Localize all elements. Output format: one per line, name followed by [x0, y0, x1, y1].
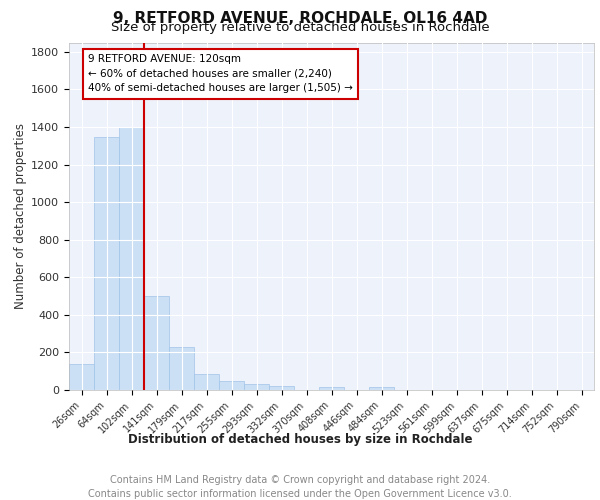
Bar [144, 296, 169, 390]
Bar [119, 127, 144, 390]
Bar [194, 374, 219, 390]
Bar [319, 387, 344, 390]
Bar [69, 364, 94, 390]
Text: 9, RETFORD AVENUE, ROCHDALE, OL16 4AD: 9, RETFORD AVENUE, ROCHDALE, OL16 4AD [113, 11, 487, 26]
Bar [94, 138, 119, 390]
Text: Contains HM Land Registry data © Crown copyright and database right 2024.
Contai: Contains HM Land Registry data © Crown c… [88, 475, 512, 499]
Text: Size of property relative to detached houses in Rochdale: Size of property relative to detached ho… [110, 22, 490, 35]
Bar [269, 386, 294, 390]
Text: 9 RETFORD AVENUE: 120sqm
← 60% of detached houses are smaller (2,240)
40% of sem: 9 RETFORD AVENUE: 120sqm ← 60% of detach… [88, 54, 353, 94]
Bar [244, 384, 269, 390]
Bar [369, 387, 394, 390]
Text: Distribution of detached houses by size in Rochdale: Distribution of detached houses by size … [128, 432, 472, 446]
Bar [169, 347, 194, 390]
Bar [219, 380, 244, 390]
Y-axis label: Number of detached properties: Number of detached properties [14, 123, 27, 309]
